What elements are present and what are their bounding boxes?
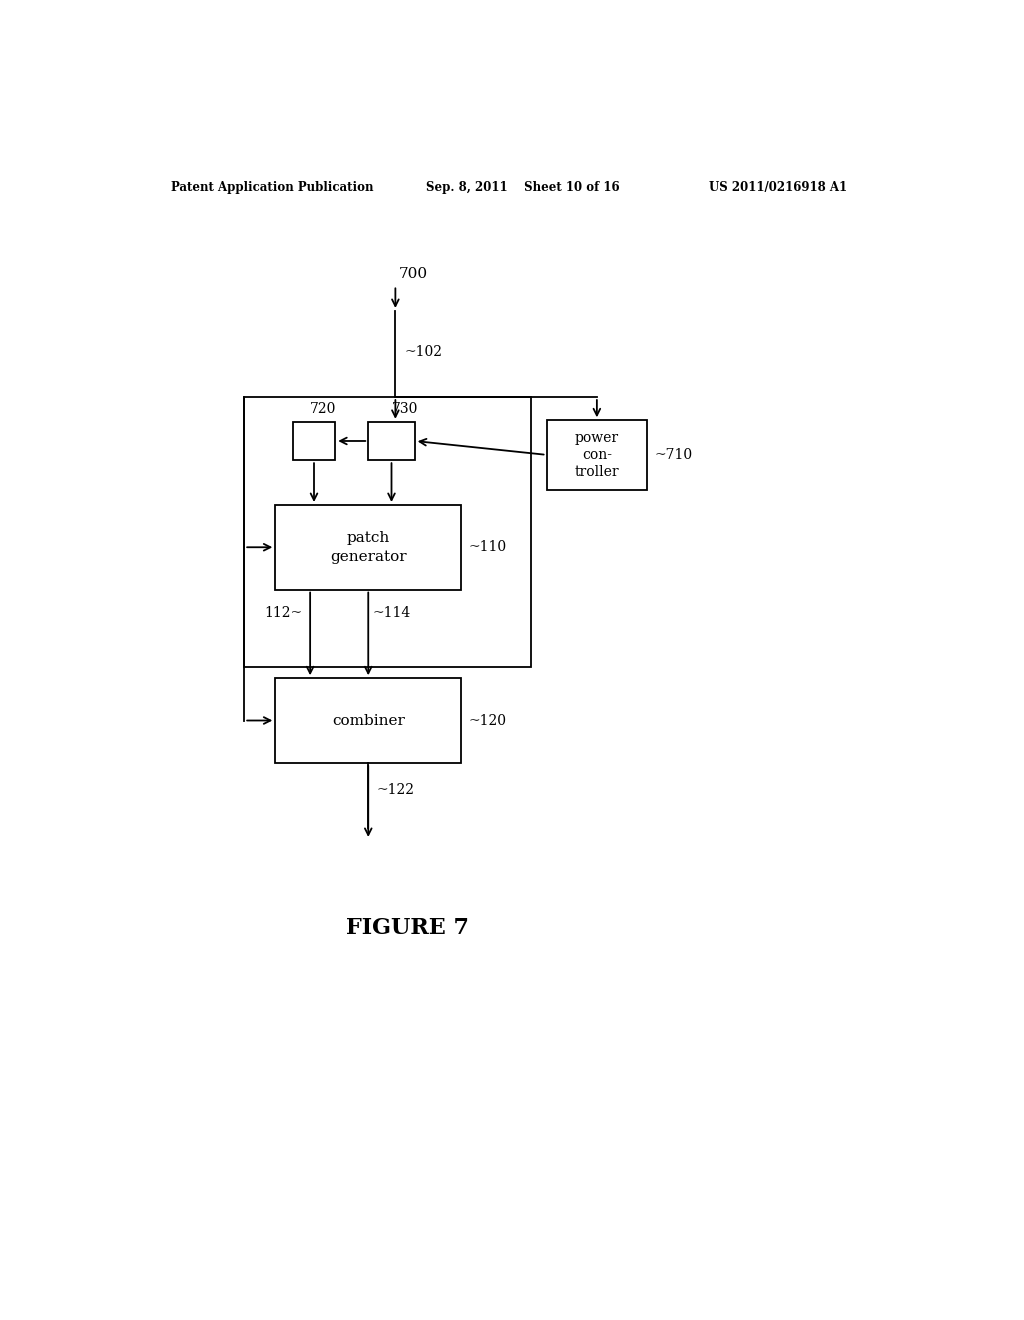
Bar (245, 397, 531, 667)
Bar (293, 422, 335, 461)
Bar (369, 422, 415, 461)
Text: troller: troller (574, 465, 620, 479)
Bar (275, 506, 461, 590)
Text: 720: 720 (310, 403, 337, 416)
Text: patch: patch (347, 531, 390, 545)
Text: Patent Application Publication: Patent Application Publication (171, 181, 373, 194)
Text: ~122: ~122 (376, 783, 414, 797)
Text: ~114: ~114 (372, 606, 411, 619)
Text: US 2011/0216918 A1: US 2011/0216918 A1 (710, 181, 848, 194)
Text: generator: generator (330, 549, 407, 564)
Text: FIGURE 7: FIGURE 7 (345, 917, 469, 940)
Text: ~120: ~120 (469, 714, 507, 727)
Text: combiner: combiner (332, 714, 404, 727)
Text: con-: con- (582, 447, 612, 462)
Text: 112~: 112~ (264, 606, 302, 619)
Bar (275, 678, 461, 763)
Text: ~710: ~710 (655, 447, 693, 462)
Text: ~110: ~110 (469, 540, 507, 554)
Text: Sep. 8, 2011    Sheet 10 of 16: Sep. 8, 2011 Sheet 10 of 16 (426, 181, 620, 194)
Bar (547, 420, 647, 490)
Text: 700: 700 (399, 267, 428, 281)
Text: ~102: ~102 (404, 346, 442, 359)
Text: 730: 730 (391, 403, 418, 416)
Text: power: power (574, 430, 618, 445)
